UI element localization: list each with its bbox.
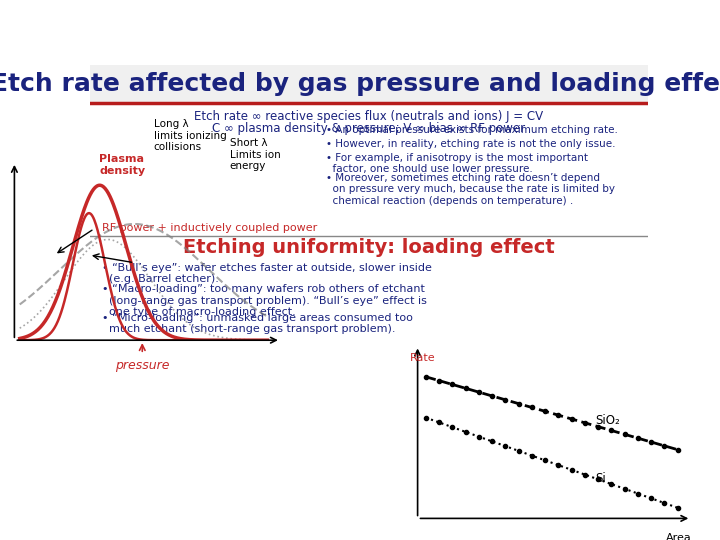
Text: Short λ
Limits ion
energy: Short λ Limits ion energy: [230, 138, 280, 172]
Text: • “Micro-loading”: unmasked large areas consumed too
  much etchant (short-range: • “Micro-loading”: unmasked large areas …: [102, 313, 413, 334]
FancyBboxPatch shape: [90, 65, 648, 103]
Text: • However, in reality, etching rate is not the only issue.: • However, in reality, etching rate is n…: [326, 139, 616, 148]
Text: Etch rate affected by gas pressure and loading effect: Etch rate affected by gas pressure and l…: [0, 72, 720, 96]
Text: • For example, if anisotropy is the most important
  factor, one should use lowe: • For example, if anisotropy is the most…: [326, 153, 588, 174]
Text: • Moreover, sometimes etching rate doesn’t depend
  on pressure very much, becau: • Moreover, sometimes etching rate doesn…: [326, 173, 616, 206]
Text: Area: Area: [665, 533, 691, 540]
Text: pressure: pressure: [115, 359, 169, 372]
Text: Long λ
limits ionizing
collisions: Long λ limits ionizing collisions: [153, 119, 226, 152]
Text: • “Bull’s eye”: wafer etches faster at outside, slower inside
  (e.g. Barrel etc: • “Bull’s eye”: wafer etches faster at o…: [102, 262, 431, 284]
Text: Plasma
density: Plasma density: [99, 154, 145, 176]
Text: RF power + inductively coupled power: RF power + inductively coupled power: [102, 223, 317, 233]
Text: Etch rate ∞ reactive species flux (neutrals and ions) J = CV: Etch rate ∞ reactive species flux (neutr…: [194, 110, 544, 123]
Text: • An optimal pressure exists for maximum etching rate.: • An optimal pressure exists for maximum…: [326, 125, 618, 135]
Text: Etching uniformity: loading effect: Etching uniformity: loading effect: [183, 238, 555, 257]
Text: SiO₂: SiO₂: [595, 414, 620, 427]
Text: Rate: Rate: [410, 353, 435, 363]
Text: C ∞ plasma density & pressure; V ∞ bias ∞ RF power: C ∞ plasma density & pressure; V ∞ bias …: [212, 122, 526, 135]
Text: • “Macro-loading”: too many wafers rob others of etchant
  (long-range gas trans: • “Macro-loading”: too many wafers rob o…: [102, 284, 426, 318]
Text: Si: Si: [595, 471, 606, 484]
